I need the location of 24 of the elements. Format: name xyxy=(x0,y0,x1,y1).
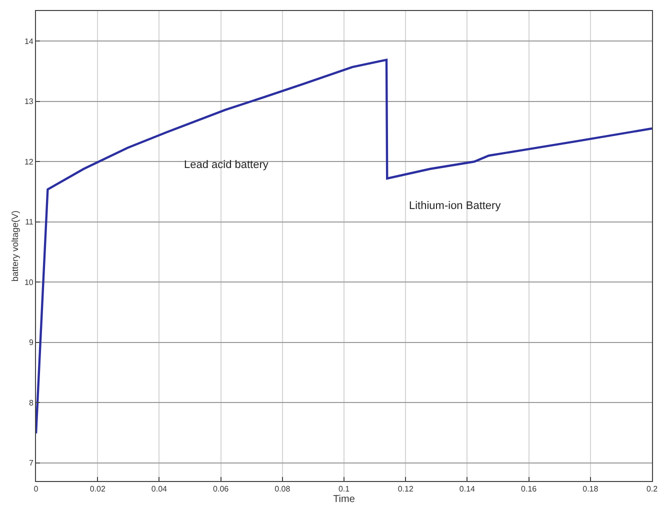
y-tick-label: 11 xyxy=(25,218,34,227)
x-tick-label: 0.06 xyxy=(213,484,230,494)
y-axis-title: battery voltage(V) xyxy=(10,210,20,282)
x-tick-label: 0.14 xyxy=(459,484,476,494)
y-tick-label: 13 xyxy=(24,97,34,106)
x-axis-title: Time xyxy=(333,494,356,506)
annotation: Lead acid battery xyxy=(184,159,269,171)
y-tick-label: 14 xyxy=(24,36,34,46)
y-tick-label: 7 xyxy=(28,458,34,468)
x-tick-label: 0 xyxy=(34,484,39,494)
x-tick-label: 0.08 xyxy=(274,484,291,494)
y-tick-label: 8 xyxy=(28,398,34,408)
x-tick-label: 0.02 xyxy=(90,484,106,494)
x-tick-label: 0.2 xyxy=(646,484,658,494)
y-tick-label: 12 xyxy=(24,157,34,166)
annotation: Lithium-ion Battery xyxy=(409,200,502,212)
x-tick-label: 0.18 xyxy=(582,484,599,494)
line-series xyxy=(36,58,652,434)
x-tick-label: 0.1 xyxy=(338,484,350,494)
y-tick-label: 10 xyxy=(24,278,34,287)
x-tick-label: 0.04 xyxy=(151,484,168,494)
x-tick-label: 0.16 xyxy=(521,484,538,494)
y-tick-label: 9 xyxy=(28,338,34,348)
x-tick-label: 0.12 xyxy=(398,484,414,494)
